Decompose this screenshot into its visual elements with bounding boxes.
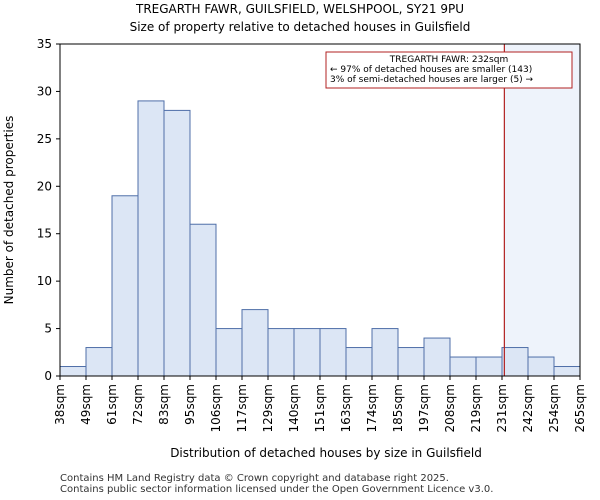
x-tick-label-15: 208sqm <box>443 384 457 432</box>
footer-line-2: Contains public sector information licen… <box>60 484 494 495</box>
y-tick-label-3: 15 <box>37 227 52 241</box>
chart-subtitle: Size of property relative to detached ho… <box>129 20 471 34</box>
bar-8 <box>267 328 295 377</box>
annotation-box: TREGARTH FAWR: 232sqm ← 97% of detached … <box>325 51 573 89</box>
x-tick-label-7: 117sqm <box>235 384 249 432</box>
bar-19 <box>553 366 581 377</box>
y-axis-label: Number of detached properties <box>2 116 16 305</box>
x-tick-label-19: 254sqm <box>547 384 561 432</box>
footer-line-1: Contains HM Land Registry data © Crown c… <box>60 473 449 484</box>
bar-11 <box>345 347 373 377</box>
bar-14 <box>423 337 451 377</box>
x-tick-label-3: 72sqm <box>131 384 145 425</box>
x-tick-label-2: 61sqm <box>105 384 119 425</box>
bar-10 <box>319 328 347 377</box>
bar-7 <box>241 309 269 377</box>
x-tick-label-5: 95sqm <box>183 384 197 425</box>
x-tick-label-18: 242sqm <box>521 384 535 432</box>
y-tick-label-7: 35 <box>37 37 52 51</box>
bar-17 <box>501 347 529 377</box>
x-tick-label-9: 140sqm <box>287 384 301 432</box>
x-tick-label-8: 129sqm <box>261 384 275 432</box>
x-tick-label-13: 185sqm <box>391 384 405 432</box>
y-tick-label-4: 20 <box>37 179 52 193</box>
x-tick-label-16: 219sqm <box>469 384 483 432</box>
bar-9 <box>293 328 321 377</box>
x-tick-label-17: 231sqm <box>495 384 509 432</box>
bar-0 <box>59 366 87 377</box>
annotation-line-1: TREGARTH FAWR: 232sqm <box>389 55 508 65</box>
x-tick-label-4: 83sqm <box>157 384 171 425</box>
y-tick-label-6: 30 <box>37 84 52 98</box>
bar-13 <box>397 347 425 377</box>
bar-15 <box>449 356 477 377</box>
x-tick-label-0: 38sqm <box>53 384 67 425</box>
chart-title: TREGARTH FAWR, GUILSFIELD, WELSHPOOL, SY… <box>136 2 464 16</box>
x-tick-label-11: 163sqm <box>339 384 353 432</box>
x-tick-label-6: 106sqm <box>209 384 223 432</box>
bar-18 <box>527 356 555 377</box>
annotation-line-3: 3% of semi-detached houses are larger (5… <box>330 75 534 85</box>
bar-3 <box>137 100 165 377</box>
y-tick-label-0: 0 <box>44 369 52 383</box>
annotation-line-2: ← 97% of detached houses are smaller (14… <box>330 65 532 75</box>
bar-6 <box>215 328 243 377</box>
bar-5 <box>189 223 217 377</box>
x-tick-label-1: 49sqm <box>79 384 93 425</box>
bar-16 <box>475 356 503 377</box>
x-tick-label-12: 174sqm <box>365 384 379 432</box>
y-tick-label-5: 25 <box>37 132 52 146</box>
x-tick-label-20: 265sqm <box>573 384 587 432</box>
bar-4 <box>163 109 191 377</box>
x-tick-label-14: 197sqm <box>417 384 431 432</box>
y-tick-label-2: 10 <box>37 274 52 288</box>
x-axis-label: Distribution of detached houses by size … <box>170 446 482 460</box>
highlight-region <box>504 44 580 376</box>
bar-2 <box>111 195 139 377</box>
y-tick-label-1: 5 <box>44 322 52 336</box>
bar-12 <box>371 328 399 377</box>
bar-1 <box>85 347 113 377</box>
x-tick-label-10: 151sqm <box>313 384 327 432</box>
